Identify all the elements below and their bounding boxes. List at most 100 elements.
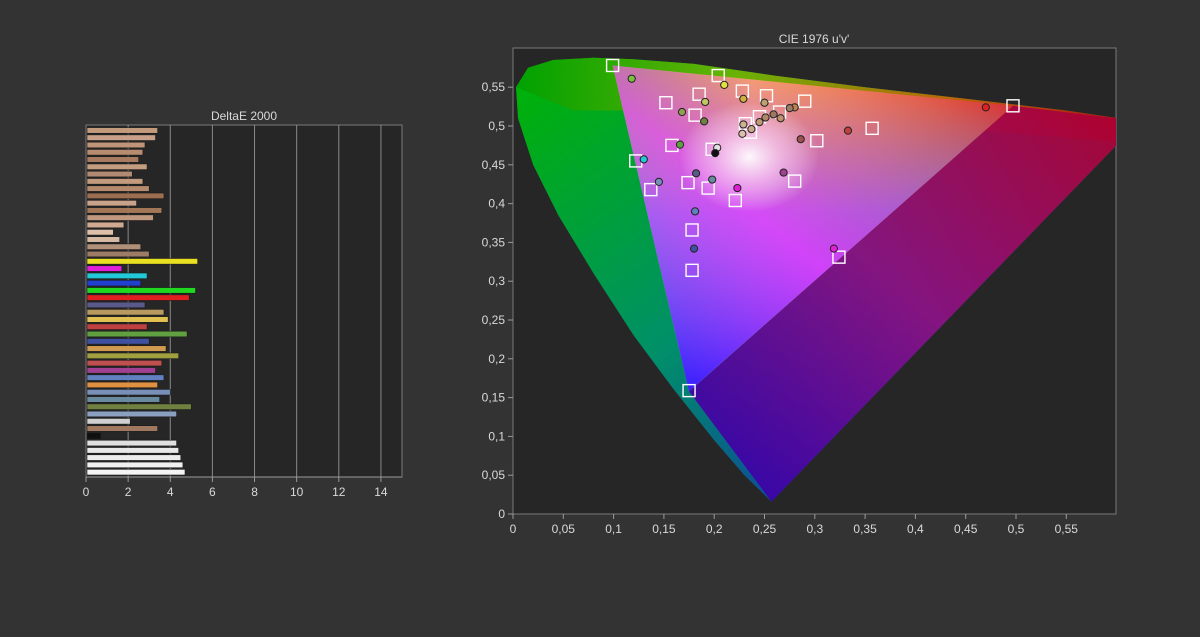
chromaticity-diagram bbox=[516, 57, 1116, 502]
target-square bbox=[1006, 99, 1020, 113]
deltae-bar bbox=[86, 410, 177, 418]
cie-y-tick-label: 0,3 bbox=[488, 274, 505, 288]
measured-point bbox=[639, 155, 648, 164]
deltae-x-tick-label: 12 bbox=[332, 485, 346, 499]
deltae-bar bbox=[86, 243, 142, 250]
measured-point bbox=[785, 104, 794, 113]
cie-x-tick-label: 0,1 bbox=[605, 522, 622, 536]
deltae-x-ticks: 0 2 4 6 8 10 12 14 bbox=[83, 477, 388, 499]
measured-point bbox=[733, 183, 742, 193]
target-square bbox=[685, 223, 699, 237]
deltae-bar bbox=[86, 439, 177, 447]
measured-point bbox=[755, 118, 764, 127]
deltae-bar bbox=[86, 374, 165, 381]
deltae-bar bbox=[86, 170, 133, 178]
deltae-bar bbox=[86, 316, 169, 323]
target-square bbox=[728, 193, 743, 208]
deltae-bar bbox=[86, 454, 182, 461]
measured-point bbox=[691, 169, 701, 178]
measured-point bbox=[776, 114, 785, 123]
cie-y-tick-label: 0,55 bbox=[482, 80, 506, 94]
deltae-bar bbox=[86, 134, 156, 141]
deltae-plot-area bbox=[85, 124, 403, 478]
deltae-bar bbox=[86, 359, 163, 367]
target-square bbox=[787, 174, 802, 188]
deltae-bar bbox=[86, 272, 148, 279]
deltae-bar bbox=[86, 221, 125, 229]
target-square bbox=[644, 182, 658, 197]
cie-y-tick-label: 0,1 bbox=[488, 429, 505, 443]
cie-y-ticks: 0 0,05 0,1 0,15 0,2 0,25 0,3 0,35 0,4 0,45 0,5 0,55 bbox=[482, 80, 513, 521]
deltae-bar bbox=[86, 287, 196, 294]
deltae-bar bbox=[86, 178, 144, 185]
deltae-bar bbox=[86, 330, 188, 338]
measured-point bbox=[769, 110, 778, 119]
deltae-bar bbox=[86, 250, 150, 258]
deltae-bar bbox=[86, 309, 165, 316]
measured-point bbox=[760, 98, 769, 107]
deltae-bar bbox=[86, 338, 150, 345]
measured-point bbox=[711, 149, 720, 158]
cie-y-tick-label: 0,15 bbox=[482, 391, 506, 405]
deltae-bar bbox=[86, 352, 179, 359]
deltae-bar bbox=[86, 381, 158, 389]
deltae-x-tick-label: 2 bbox=[125, 485, 132, 499]
cie-y-tick-label: 0,4 bbox=[488, 197, 505, 211]
deltae-bar bbox=[86, 127, 158, 134]
target-square bbox=[682, 383, 696, 398]
measured-point bbox=[981, 103, 990, 112]
deltae-bar bbox=[86, 367, 156, 374]
measured-point bbox=[627, 74, 636, 83]
measured-point bbox=[689, 244, 699, 253]
deltae-bar bbox=[86, 403, 192, 410]
measured-point bbox=[843, 126, 853, 135]
deltae-bar bbox=[86, 149, 144, 156]
deltae-bar bbox=[86, 279, 142, 287]
target-square bbox=[605, 58, 620, 73]
deltae-bar bbox=[86, 389, 171, 396]
measured-point bbox=[738, 129, 747, 138]
measured-point bbox=[796, 135, 805, 144]
target-square bbox=[688, 108, 702, 122]
cie-x-tick-label: 0,35 bbox=[853, 522, 877, 536]
cie-measured bbox=[627, 74, 990, 253]
deltae-bar bbox=[86, 214, 154, 221]
cie-x-tick-label: 0,3 bbox=[806, 522, 823, 536]
deltae-x-tick-label: 14 bbox=[374, 485, 388, 499]
deltae-bar bbox=[86, 265, 123, 272]
measured-point bbox=[690, 207, 700, 216]
cie-x-tick-label: 0,05 bbox=[552, 522, 576, 536]
deltae-x-tick-label: 4 bbox=[167, 485, 174, 499]
cie-x-tick-label: 0,5 bbox=[1008, 522, 1025, 536]
deltae-bar bbox=[86, 185, 150, 192]
cie-x-tick-label: 0 bbox=[510, 522, 517, 536]
cie-y-tick-label: 0,45 bbox=[482, 158, 506, 172]
deltae-x-tick-label: 10 bbox=[290, 485, 304, 499]
deltae-bar bbox=[86, 236, 121, 243]
cie-title: CIE 1976 u'v' bbox=[779, 32, 850, 46]
cie-y-tick-label: 0,05 bbox=[482, 468, 506, 482]
deltae-bar bbox=[86, 432, 102, 439]
cie-x-tick-label: 0,4 bbox=[907, 522, 924, 536]
deltae-bar bbox=[86, 192, 165, 200]
target-square bbox=[832, 250, 846, 264]
deltae-bar bbox=[86, 294, 190, 301]
purple-region bbox=[689, 105, 1116, 502]
deltae-x-tick-label: 8 bbox=[251, 485, 258, 499]
measured-point bbox=[829, 244, 839, 253]
measured-point bbox=[747, 125, 756, 134]
measured-point bbox=[761, 113, 770, 122]
target-square bbox=[711, 68, 725, 83]
target-square bbox=[685, 263, 699, 278]
cie-y-tick-label: 0,2 bbox=[488, 352, 505, 366]
cie-x-tick-label: 0,25 bbox=[753, 522, 777, 536]
cie-y-tick-label: 0,5 bbox=[488, 119, 505, 133]
measured-point bbox=[708, 175, 717, 184]
measured-point bbox=[701, 97, 710, 107]
deltae-bar bbox=[86, 469, 186, 476]
cie-x-tick-label: 0,2 bbox=[706, 522, 723, 536]
deltae-chart: DeltaE 2000 0 2 4 6 8 10 12 14 bbox=[83, 109, 403, 499]
target-square bbox=[798, 94, 812, 108]
cie-y-tick-label: 0,25 bbox=[482, 313, 506, 327]
deltae-bars bbox=[86, 127, 198, 476]
